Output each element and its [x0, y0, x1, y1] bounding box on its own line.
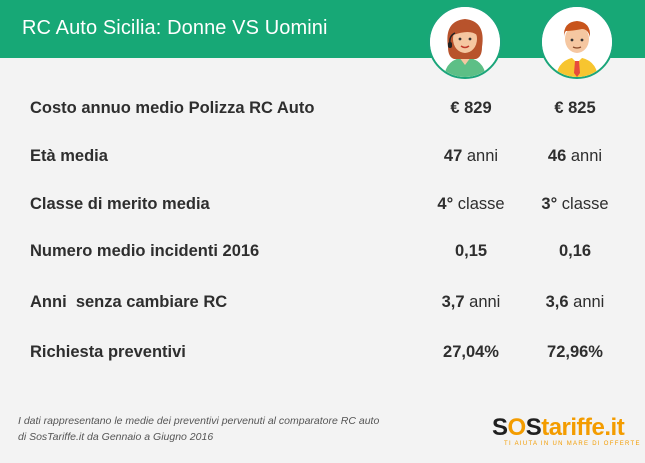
row-label: Anni senza cambiare RC [30, 293, 228, 311]
women-value: 0,15 [454, 242, 488, 260]
women-value: 27,04% [443, 343, 499, 361]
footnote-line: di SosTariffe.it da Gennaio a Giugno 201… [18, 431, 214, 443]
row-richiesta-preventivi: Richiesta preventivi 27,04% 72,96% [0, 343, 645, 369]
row-label: Costo annuo medio Polizza RC Auto [30, 99, 315, 117]
logo-wordmark: SOStariffe.it [492, 414, 625, 441]
men-value: 72,96% [547, 343, 603, 361]
sostariffe-logo[interactable]: SOStariffe.it TI AIUTA IN UN MARE DI OFF… [492, 414, 639, 450]
men-value: 3,6 anni [545, 293, 605, 311]
page-title: RC Auto Sicilia: Donne VS Uomini [22, 17, 328, 39]
man-avatar-icon [540, 5, 614, 79]
row-label: Richiesta preventivi [30, 343, 186, 361]
row-label: Età media [30, 147, 108, 165]
row-label: Classe di merito media [30, 195, 210, 213]
header-bar: RC Auto Sicilia: Donne VS Uomini [0, 0, 645, 58]
men-value: 3° classe [541, 195, 609, 213]
row-eta-media: Età media 47 anni 46 anni [0, 147, 645, 173]
row-incidenti: Numero medio incidenti 2016 0,15 0,16 [0, 242, 645, 268]
men-value: 46 anni [547, 147, 603, 165]
row-classe-merito: Classe di merito media 4° classe 3° clas… [0, 195, 645, 221]
women-value: 4° classe [437, 195, 505, 213]
men-value: € 825 [554, 99, 596, 117]
men-value: 0,16 [558, 242, 592, 260]
footnote-line: I dati rappresentano le medie dei preven… [18, 415, 380, 427]
row-costo-annuo: Costo annuo medio Polizza RC Auto € 829 … [0, 99, 645, 125]
women-value: 47 anni [443, 147, 499, 165]
women-value: € 829 [450, 99, 492, 117]
row-anni-senza-cambiare: Anni senza cambiare RC 3,7 anni 3,6 anni [0, 293, 645, 319]
footnote: I dati rappresentano le medie dei preven… [18, 413, 418, 445]
women-value: 3,7 anni [441, 293, 501, 311]
row-label: Numero medio incidenti 2016 [30, 242, 260, 260]
logo-tagline: TI AIUTA IN UN MARE DI OFFERTE [504, 441, 641, 447]
woman-avatar-icon [428, 5, 502, 79]
